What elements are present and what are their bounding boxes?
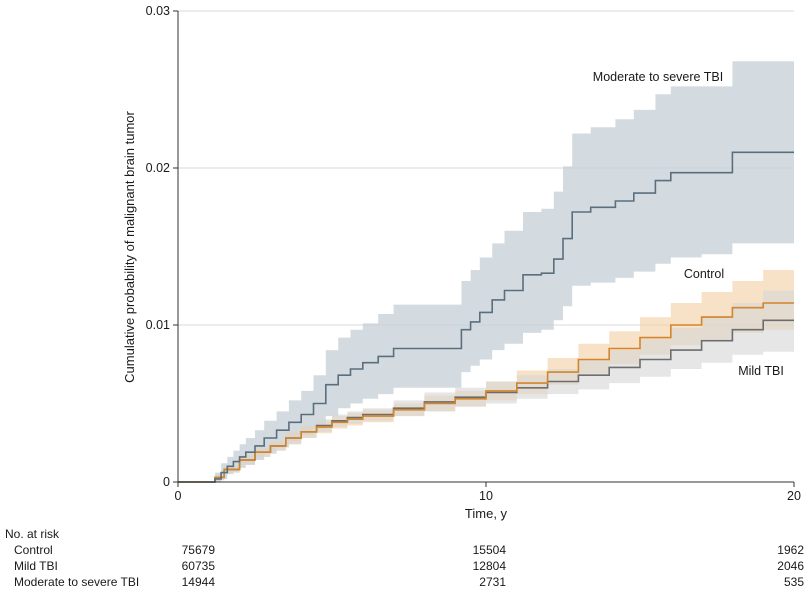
risk-row-name: Moderate to severe TBI — [14, 575, 140, 589]
y-tick-label: 0.01 — [146, 318, 170, 332]
label-mild-tbi: Mild TBI — [738, 364, 784, 378]
risk-cell: 1962 — [777, 543, 804, 557]
risk-table-title: No. at risk — [5, 527, 60, 541]
y-axis-label: Cumulative probability of malignant brai… — [122, 110, 137, 382]
x-tick-label: 0 — [175, 489, 182, 503]
risk-cell: 14944 — [181, 575, 215, 589]
y-tick-label: 0.02 — [146, 161, 170, 175]
risk-row-name: Mild TBI — [14, 559, 58, 573]
y-tick-label: 0 — [163, 475, 170, 489]
series-line-1 — [178, 302, 794, 483]
confidence-bands — [178, 61, 794, 482]
risk-cell: 75679 — [181, 543, 215, 557]
risk-row-control: Control 75679 15504 1962 — [0, 543, 810, 559]
risk-cell: 15504 — [472, 543, 506, 557]
label-moderate-severe-tbi: Moderate to severe TBI — [593, 70, 723, 84]
series-line-0 — [178, 151, 794, 483]
tick-labels: 0 0.01 0.02 0.03 0 10 20 — [146, 4, 801, 503]
risk-cell: 535 — [783, 575, 804, 589]
ci-band-2 — [178, 290, 794, 482]
risk-cell: 12804 — [472, 559, 506, 573]
survival-curves — [178, 151, 794, 483]
risk-table: No. at risk Control 75679 15504 1962 Mil… — [0, 526, 810, 594]
risk-cell: 60735 — [181, 559, 215, 573]
risk-row-moderate-severe-tbi: Moderate to severe TBI 14944 2731 535 — [0, 575, 810, 591]
km-chart: 0 0.01 0.02 0.03 0 10 20 Time, y Cumulative pr… — [122, 4, 801, 521]
x-tick-label: 10 — [479, 489, 493, 503]
label-control: Control — [684, 267, 724, 281]
x-tick-label: 20 — [787, 489, 801, 503]
risk-row-name: Control — [14, 543, 53, 557]
ci-band-0 — [178, 61, 794, 482]
y-tick-label: 0.03 — [146, 4, 170, 18]
risk-cell: 2731 — [479, 575, 506, 589]
risk-row-mild-tbi: Mild TBI 60735 12804 2046 — [0, 559, 810, 575]
risk-cell: 2046 — [777, 559, 804, 573]
axes — [173, 10, 795, 487]
x-axis-label: Time, y — [465, 506, 508, 521]
